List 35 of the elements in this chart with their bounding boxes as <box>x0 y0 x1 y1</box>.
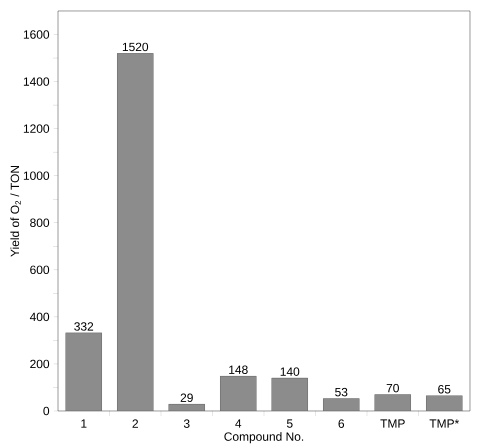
bar <box>220 376 256 411</box>
x-tick-label: TMP* <box>430 419 460 428</box>
y-tick-label: 1200 <box>24 124 50 133</box>
y-tick-label: 1600 <box>24 30 50 39</box>
y-tick-label: 600 <box>30 265 50 274</box>
bar <box>66 332 102 411</box>
bar <box>272 378 308 411</box>
data-label: 148 <box>229 365 248 374</box>
data-label: 65 <box>438 384 450 394</box>
y-tick-label: 200 <box>30 360 50 368</box>
data-label: 332 <box>74 322 94 331</box>
x-tick-label: 2 <box>132 419 138 428</box>
y-tick-label: 400 <box>30 312 50 322</box>
y-tick-label: 1400 <box>24 77 50 86</box>
y-tick-label: 800 <box>30 218 50 227</box>
data-label: 1520 <box>122 42 148 52</box>
x-tick-label: 6 <box>338 419 344 428</box>
data-label: 53 <box>335 388 348 396</box>
x-tick-label: 4 <box>235 419 242 428</box>
data-label: 140 <box>280 367 300 376</box>
bar <box>117 53 154 411</box>
bar <box>374 394 411 411</box>
x-tick-label: 3 <box>184 419 190 428</box>
x-tick-label: TMP <box>380 419 405 428</box>
bar <box>323 398 360 411</box>
y-axis-title: Yield of O$_{2}$ / TON <box>10 166 21 257</box>
bar <box>168 404 205 411</box>
y-tick-label: 0 <box>43 406 50 416</box>
data-label: 29 <box>180 393 193 402</box>
bar <box>426 395 462 411</box>
x-tick-label: 5 <box>286 419 293 428</box>
x-tick-label: 1 <box>81 419 86 428</box>
x-axis-title: Compound No. <box>224 432 304 444</box>
data-label: 70 <box>386 384 399 392</box>
y-tick-label: 1000 <box>24 171 50 180</box>
